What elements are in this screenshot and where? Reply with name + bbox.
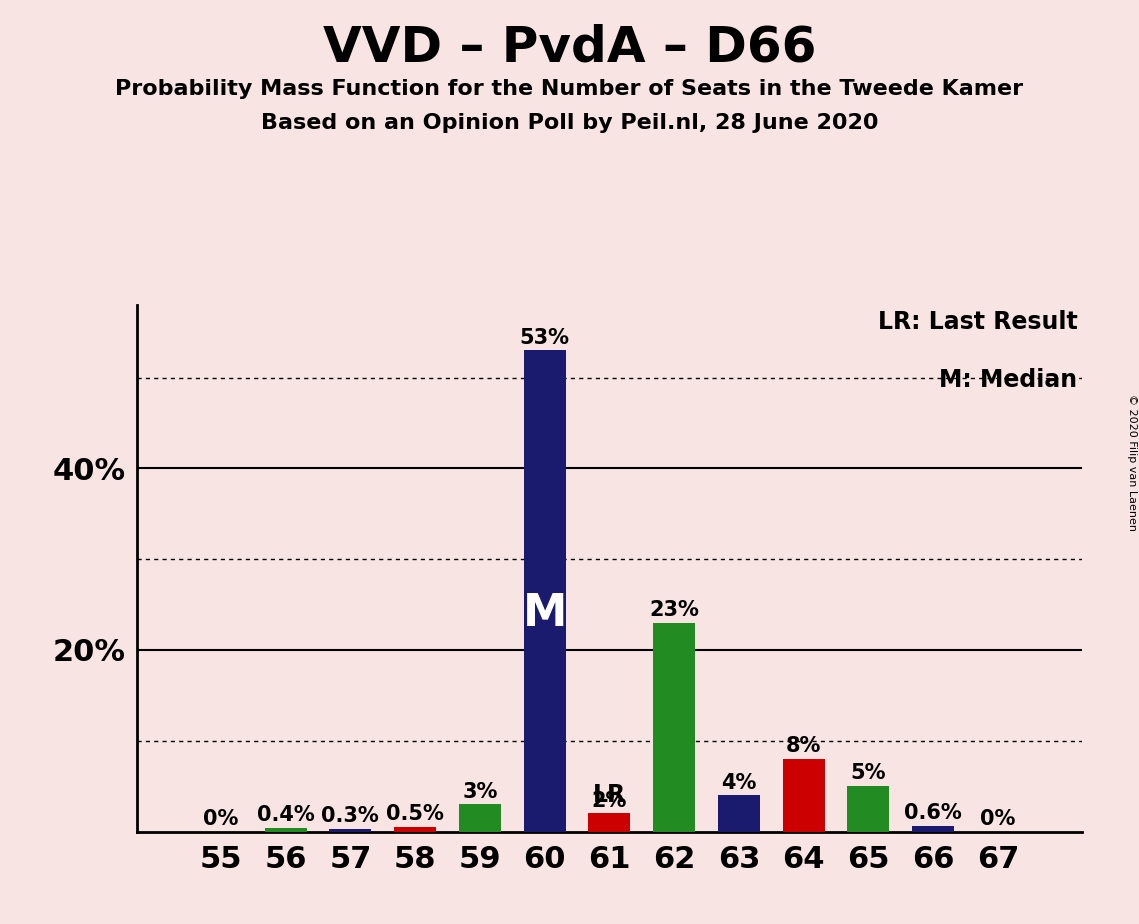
Text: 8%: 8% xyxy=(786,736,821,756)
Bar xyxy=(847,786,890,832)
Bar xyxy=(329,829,371,832)
Text: 4%: 4% xyxy=(721,772,756,793)
Text: 23%: 23% xyxy=(649,600,699,620)
Bar xyxy=(524,350,566,832)
Text: 53%: 53% xyxy=(519,328,570,347)
Bar xyxy=(782,759,825,832)
Bar xyxy=(264,828,306,832)
Text: 0%: 0% xyxy=(203,808,238,829)
Text: LR: LR xyxy=(592,783,626,807)
Bar xyxy=(912,826,954,832)
Bar xyxy=(589,813,630,832)
Text: Probability Mass Function for the Number of Seats in the Tweede Kamer: Probability Mass Function for the Number… xyxy=(115,79,1024,99)
Text: 0.3%: 0.3% xyxy=(321,806,379,826)
Bar xyxy=(653,623,695,832)
Text: 0.6%: 0.6% xyxy=(904,804,962,823)
Text: © 2020 Filip van Laenen: © 2020 Filip van Laenen xyxy=(1126,394,1137,530)
Bar xyxy=(459,805,501,832)
Text: 0.5%: 0.5% xyxy=(386,804,444,824)
Text: LR: Last Result: LR: Last Result xyxy=(877,310,1077,334)
Text: 0.4%: 0.4% xyxy=(256,805,314,825)
Bar xyxy=(718,796,760,832)
Text: 5%: 5% xyxy=(851,763,886,784)
Text: Based on an Opinion Poll by Peil.nl, 28 June 2020: Based on an Opinion Poll by Peil.nl, 28 … xyxy=(261,113,878,133)
Text: VVD – PvdA – D66: VVD – PvdA – D66 xyxy=(322,23,817,71)
Bar xyxy=(394,827,436,832)
Text: 2%: 2% xyxy=(591,791,628,810)
Text: M: M xyxy=(523,592,567,635)
Text: 0%: 0% xyxy=(981,808,1016,829)
Text: 3%: 3% xyxy=(462,782,498,802)
Text: M: Median: M: Median xyxy=(940,368,1077,392)
